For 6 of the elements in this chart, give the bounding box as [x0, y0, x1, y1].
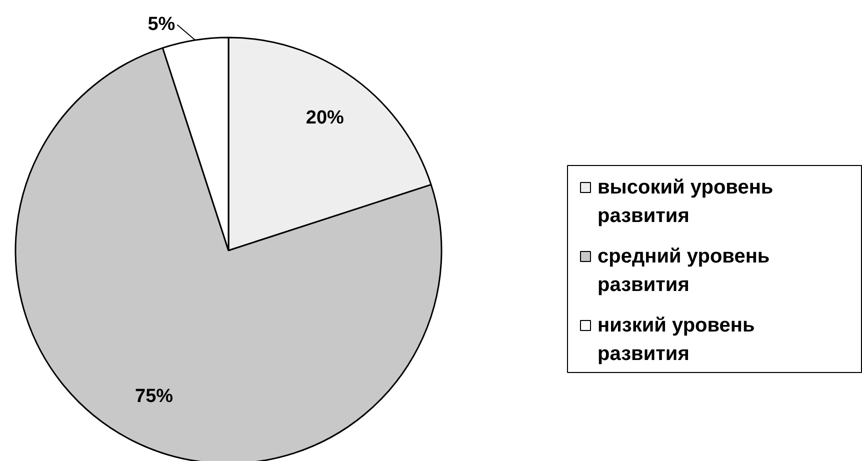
legend-label: высокий уровень развития — [598, 176, 774, 228]
data-label: 5% — [148, 14, 176, 36]
data-label: 75% — [135, 386, 174, 408]
data-label: 20% — [306, 107, 344, 128]
legend-label: низкий уровень развития — [598, 314, 755, 366]
legend-label: средний уровень развития — [598, 246, 770, 296]
